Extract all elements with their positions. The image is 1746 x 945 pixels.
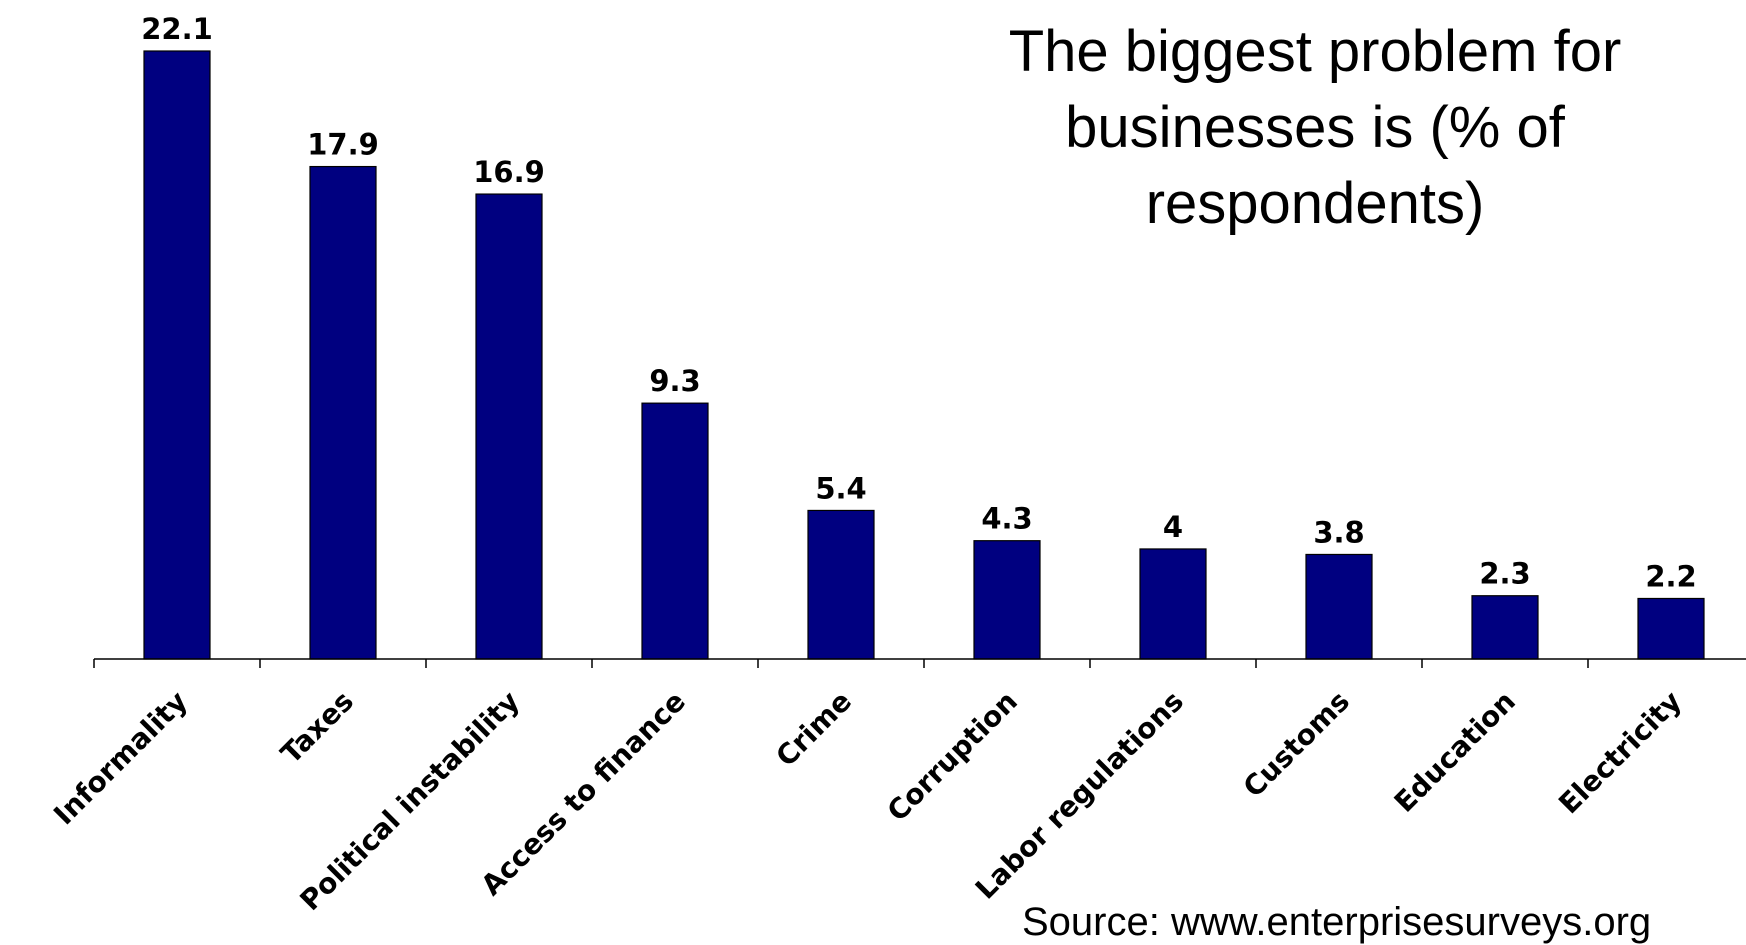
bar-education	[1471, 595, 1539, 660]
category-label: Taxes	[274, 685, 360, 771]
value-label: 17.9	[307, 128, 379, 162]
bar-labor-regulations	[1139, 548, 1207, 660]
category-label: Corruption	[881, 685, 1024, 828]
value-label: 22.1	[141, 12, 213, 46]
category-label: Electricity	[1552, 685, 1688, 821]
bar-taxes	[309, 165, 377, 660]
value-label: 16.9	[473, 155, 545, 189]
bar-corruption	[973, 540, 1041, 660]
value-label: 4	[1163, 510, 1183, 544]
bar-customs	[1305, 553, 1373, 660]
value-label: 3.8	[1313, 515, 1364, 549]
category-label: Education	[1388, 685, 1522, 819]
chart-title-line-2: businesses is (% of	[1065, 95, 1565, 160]
category-label: Informality	[47, 685, 194, 832]
value-labels-group: 22.1 17.9 16.9 9.3 5.4 4.3 4 3.8 2.3 2.2	[141, 12, 1696, 593]
bar-access-to-finance	[641, 402, 709, 660]
value-label: 4.3	[981, 502, 1032, 536]
bars-group	[143, 50, 1705, 660]
category-label: Customs	[1237, 685, 1356, 804]
x-axis-ticks	[93, 659, 1589, 668]
source-note: Source: www.enterprisesurveys.org	[1022, 900, 1652, 944]
value-label: 9.3	[649, 364, 700, 398]
value-label: 2.2	[1645, 559, 1696, 593]
bar-political-instability	[475, 193, 543, 660]
bar-electricity	[1637, 597, 1705, 660]
bar-informality	[143, 50, 211, 660]
value-label: 2.3	[1479, 557, 1530, 591]
bar-crime	[807, 509, 875, 660]
value-label: 5.4	[815, 471, 866, 505]
chart-title: The biggest problem for businesses is (%…	[940, 14, 1690, 242]
chart-title-line-1: The biggest problem for	[1008, 19, 1622, 84]
category-label: Crime	[769, 685, 857, 773]
chart-title-line-3: respondents)	[1145, 171, 1485, 236]
